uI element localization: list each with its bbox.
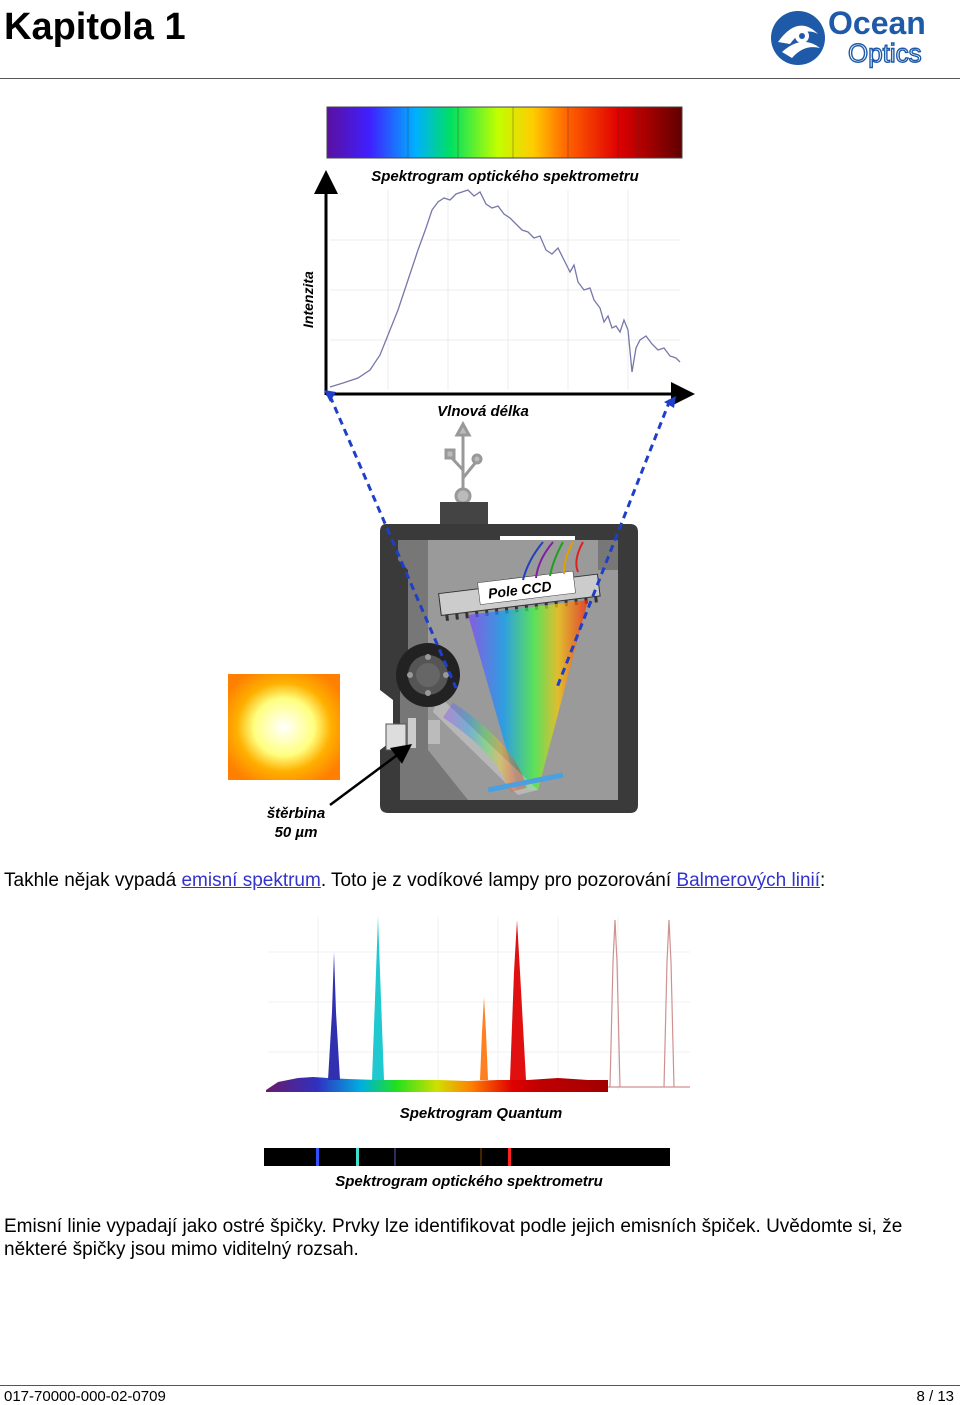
broadband-spectrum-curve [329,189,681,388]
page-header: Kapitola 1 Ocean Optics [0,0,960,79]
usb-icon [444,420,483,505]
paragraph1-text-before: Takhle nějak vypadá [4,870,182,891]
ccd-label: Pole CCD [487,578,552,602]
spectrogram-caption: Spektrogram optického spektrometru [371,168,639,185]
emission-baseline [266,1077,608,1092]
slit-label: štěrbina [267,805,325,822]
y-axis-label: Intenzita [300,271,316,328]
peak-orange [480,997,488,1080]
paragraph-emission-lines: Emisní linie vypadají jako ostré špičky.… [4,1216,903,1260]
spectrum-strip [326,106,683,159]
spectrometer-diagram: Spektrogram optického spektrometru Inten… [228,106,695,841]
logo-text-ocean: Ocean [828,5,926,41]
document-number: 017-70000-000-02-0709 [4,1388,166,1405]
paragraph-emission-intro: Takhle nějak vypadá emisní spektrum. Tot… [4,869,825,892]
chapter-title: Kapitola 1 [4,6,186,48]
peak-ir-2 [663,919,675,1088]
x-axis-label: Vlnová délka [437,403,529,420]
ocean-optics-logo: Ocean Optics [771,5,926,69]
page-footer: 017-70000-000-02-0709 8 / 13 [0,1385,960,1405]
emission-spectrum-figure: Spektrogram Quantum Spektrogram optickéh… [264,917,690,1190]
light-source [228,674,340,780]
paragraph1-text-after: : [820,870,826,891]
dispersed-light-fan [468,600,588,790]
link-emission-spectrum[interactable]: emisní spektrum [181,870,321,891]
grating [487,772,564,793]
optical-caption: Spektrogram optického spektrometru [335,1173,603,1190]
paragraph1-text-middle: . Toto je z vodíkové lampy pro pozorován… [320,870,677,891]
line-spectrogram-strip [264,1148,670,1166]
link-balmer-lines[interactable]: Balmerových linií [676,870,821,891]
peak-violet [328,952,340,1080]
peak-red [510,920,526,1080]
logo-text-optics: Optics [848,38,922,68]
slit-entrance [385,723,407,751]
collimating-mirror [396,643,460,707]
quantum-caption: Spektrogram Quantum [400,1105,563,1122]
peak-cyan [372,918,384,1080]
page-number: 8 / 13 [916,1388,954,1405]
slit-width-label: 50 µm [275,824,318,841]
peak-ir-1 [609,919,621,1088]
